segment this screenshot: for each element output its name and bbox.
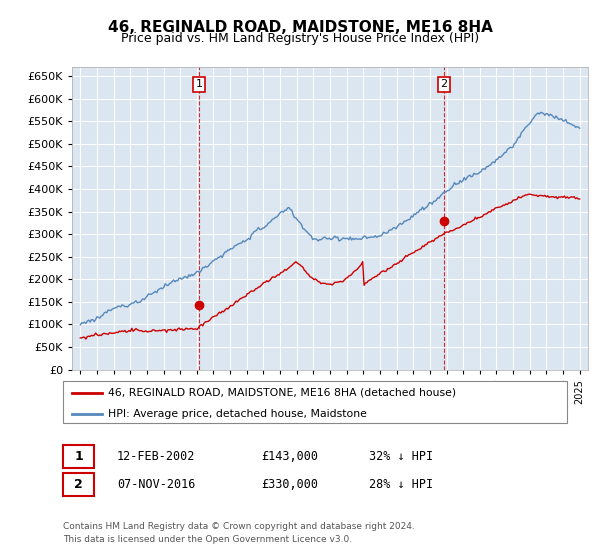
Text: 32% ↓ HPI: 32% ↓ HPI xyxy=(369,450,433,463)
Text: 46, REGINALD ROAD, MAIDSTONE, ME16 8HA: 46, REGINALD ROAD, MAIDSTONE, ME16 8HA xyxy=(107,20,493,35)
Text: 1: 1 xyxy=(74,450,83,463)
Text: 07-NOV-2016: 07-NOV-2016 xyxy=(117,478,196,491)
Text: Price paid vs. HM Land Registry's House Price Index (HPI): Price paid vs. HM Land Registry's House … xyxy=(121,32,479,45)
Text: 2: 2 xyxy=(74,478,83,491)
Text: 12-FEB-2002: 12-FEB-2002 xyxy=(117,450,196,463)
Text: 1: 1 xyxy=(196,80,202,90)
Text: £143,000: £143,000 xyxy=(261,450,318,463)
Text: £330,000: £330,000 xyxy=(261,478,318,491)
Text: 46, REGINALD ROAD, MAIDSTONE, ME16 8HA (detached house): 46, REGINALD ROAD, MAIDSTONE, ME16 8HA (… xyxy=(108,388,456,398)
Text: 2: 2 xyxy=(440,80,448,90)
Text: Contains HM Land Registry data © Crown copyright and database right 2024.
This d: Contains HM Land Registry data © Crown c… xyxy=(63,522,415,544)
Text: HPI: Average price, detached house, Maidstone: HPI: Average price, detached house, Maid… xyxy=(108,409,367,418)
Text: 28% ↓ HPI: 28% ↓ HPI xyxy=(369,478,433,491)
